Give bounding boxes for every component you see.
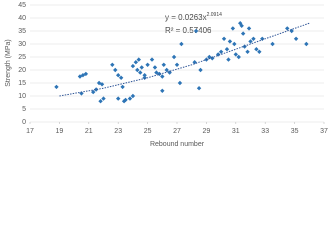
x-tick-label: 29	[203, 128, 211, 135]
x-tick-label: 21	[85, 128, 93, 135]
point	[91, 89, 96, 95]
point	[138, 70, 143, 75]
y-tick-label: 5	[22, 106, 26, 113]
point	[96, 80, 102, 86]
point	[154, 70, 159, 75]
point	[152, 65, 158, 70]
x-tick-label: 17	[26, 128, 34, 135]
point	[193, 28, 199, 34]
point	[133, 60, 139, 65]
point	[160, 74, 165, 79]
x-tick-label: 37	[320, 128, 328, 135]
x-tick-label: 33	[261, 128, 269, 135]
x-axis-label: Rebound number	[150, 141, 205, 148]
trendline	[59, 22, 310, 97]
point	[218, 49, 224, 54]
point	[142, 73, 147, 78]
point	[93, 87, 99, 92]
point	[98, 99, 103, 104]
point	[164, 67, 169, 73]
point	[230, 26, 236, 31]
point	[198, 67, 203, 73]
point	[221, 36, 227, 41]
chart: Strength (MPa) Rebound number y = 0.0263…	[5, 2, 328, 148]
point	[130, 63, 136, 69]
point	[160, 88, 165, 93]
point	[192, 60, 197, 65]
x-tick-label: 23	[114, 128, 122, 135]
point	[101, 96, 106, 101]
point	[240, 31, 246, 36]
y-tick-label: 15	[18, 80, 26, 87]
x-tick-label: 35	[291, 128, 299, 135]
y-tick-label: 30	[18, 41, 26, 48]
point	[285, 26, 290, 31]
point	[127, 96, 133, 101]
point	[179, 41, 184, 47]
point	[196, 86, 202, 91]
point	[227, 39, 233, 44]
y-axis-label: Strength (MPa)	[5, 39, 12, 86]
point	[232, 41, 237, 47]
point	[207, 54, 212, 60]
x-tick-label: 31	[232, 128, 240, 135]
r-squared: R² = 0.57406	[165, 26, 212, 35]
point	[304, 41, 309, 47]
point	[149, 57, 155, 62]
point	[113, 67, 118, 73]
y-tick-label: 20	[18, 67, 26, 74]
point	[161, 62, 166, 67]
equation-exponent: 2.0914	[207, 12, 223, 18]
y-tick-label: 25	[18, 54, 26, 61]
x-tick-label: 19	[56, 128, 64, 135]
point	[174, 62, 180, 67]
point	[99, 82, 105, 87]
point	[251, 36, 256, 41]
point	[257, 49, 262, 54]
point	[171, 54, 177, 60]
point	[145, 62, 150, 67]
point	[210, 56, 215, 61]
point	[79, 91, 84, 96]
point	[236, 54, 241, 60]
point	[83, 71, 89, 77]
point	[139, 65, 144, 70]
point	[135, 67, 140, 73]
y-tick-label: 10	[18, 93, 26, 100]
point	[254, 47, 259, 52]
point	[246, 26, 252, 31]
point	[80, 73, 86, 78]
point	[239, 23, 244, 28]
point	[110, 62, 115, 67]
point	[293, 36, 299, 41]
point	[233, 52, 238, 57]
point	[245, 49, 250, 54]
y-tick-label: 40	[18, 15, 26, 22]
y-tick-label: 45	[18, 2, 26, 9]
point	[116, 73, 121, 78]
point	[130, 93, 136, 99]
point	[248, 39, 253, 44]
point	[54, 84, 59, 90]
x-tick-label: 25	[144, 128, 152, 135]
equation: y = 0.0263x2.0914	[165, 12, 222, 22]
equation-base: y = 0.0263x	[165, 13, 207, 22]
point	[116, 96, 121, 101]
point	[177, 80, 183, 86]
point	[136, 57, 141, 62]
point	[123, 97, 128, 103]
point	[142, 75, 147, 80]
point	[215, 52, 221, 57]
point	[118, 75, 124, 80]
point	[270, 41, 275, 47]
point	[120, 84, 125, 90]
y-tick-label: 0	[22, 119, 26, 126]
point	[226, 57, 231, 62]
point	[224, 47, 230, 52]
x-tick-label: 27	[173, 128, 181, 135]
y-tick-label: 35	[18, 28, 26, 35]
